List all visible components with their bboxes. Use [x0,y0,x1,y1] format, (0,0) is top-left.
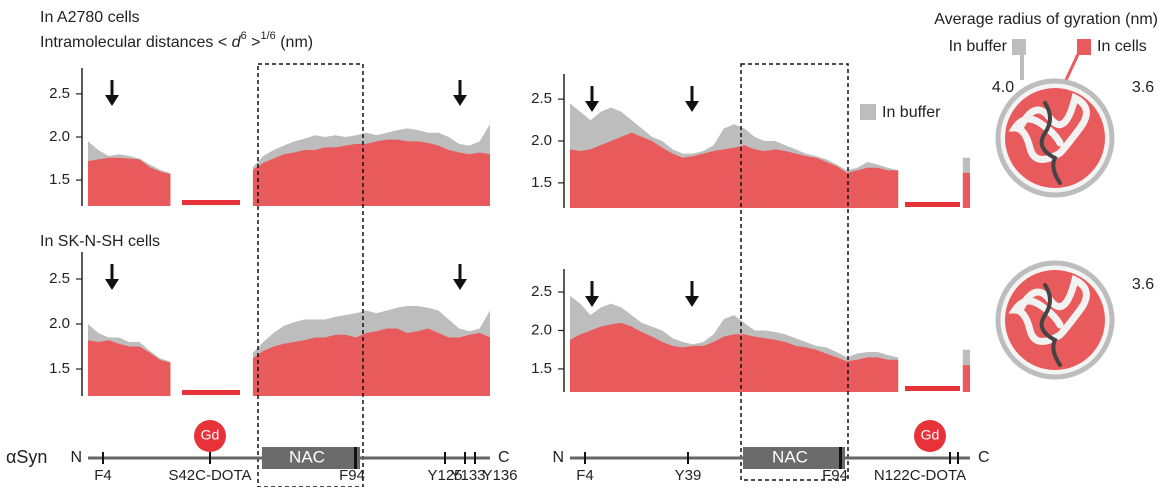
gyration-value: 4.0 [992,79,1014,96]
nac-label: NAC [289,447,325,466]
y-label-part: 1/6 [260,30,275,42]
residue-label: N122C-DOTA [874,467,966,484]
y-tick-label: 2.5 [531,90,552,107]
residue-label: F94 [339,467,365,484]
y-label-part: > [247,34,261,51]
area-cells [570,132,970,208]
y-label-part: Intramolecular distances < [40,34,232,51]
area-cells [88,328,490,396]
nac-edge [839,447,842,469]
area-cells [570,322,970,392]
y-tick-label: 1.5 [531,360,552,377]
gyration-value: 3.6 [1132,276,1154,293]
y-tick-label: 2.5 [531,283,552,300]
gap-bar [905,202,960,207]
y-tick-label: 2.0 [531,132,552,149]
residue-label: F4 [94,467,112,484]
nac-domain [743,447,845,469]
chain-dark [1039,101,1062,185]
y-tick-label: 2.0 [531,321,552,338]
gyration-value: 3.6 [1132,79,1154,96]
y-tick-label: 1.5 [49,171,70,188]
nac-domain [262,447,360,469]
gap-bar [905,386,960,391]
chain-light [1008,92,1090,163]
gap-bar [182,200,240,205]
residue-label: Y133 [450,467,485,484]
y-label-part: (nm) [276,34,313,51]
swatch-cells-stem [1064,49,1082,81]
area-cells [88,139,490,206]
gd-label: Gd [921,427,940,443]
y-label: Intramolecular distances < d6 >1/6 (nm) [40,30,313,51]
protein-label: αSyn [6,447,47,467]
y-tick-label: 1.5 [49,360,70,377]
residue-label: F94 [822,467,848,484]
arrow-head [105,95,119,106]
arrow-head [585,101,599,112]
arrow-head [685,101,699,112]
gyration-cells: In cells [1097,38,1147,55]
residue-label: Y39 [675,467,702,484]
gap-bar [182,390,240,395]
y-tick-label: 2.5 [49,270,70,287]
y-tick-label: 2.5 [49,85,70,102]
chain-light [1008,274,1090,345]
y-label-part: d [232,34,242,51]
gyration-buffer: In buffer [949,38,1008,55]
chain-dark [1039,283,1062,367]
arrow-head [585,296,599,307]
y-tick-label: 2.0 [49,315,70,332]
y-label-part: 6 [241,30,247,42]
residue-label: Y125 [427,467,462,484]
nac-highlight [740,63,849,481]
gd-marker [914,420,946,452]
gd-label: Gd [201,427,220,443]
arrow-head [105,279,119,290]
y-tick-label: 2.0 [49,128,70,145]
panel-title: In A2780 cells [40,9,140,26]
residue-label: Y136 [482,467,517,484]
panel-title: In SK-N-SH cells [40,233,160,250]
n-terminus: N [552,449,564,466]
residue-label: F4 [576,467,594,484]
c-terminus: C [498,449,510,466]
gd-marker [194,420,226,452]
arrow-head [453,279,467,290]
nac-label: NAC [772,447,808,466]
arrow-head [453,95,467,106]
arrow-head [685,296,699,307]
y-tick-label: 1.5 [531,174,552,191]
legend-label: In buffer [882,104,941,121]
residue-label: S42C-DOTA [168,467,251,484]
gyration-title: Average radius of gyration (nm) [934,11,1158,28]
n-terminus: N [70,449,82,466]
nac-edge [354,447,357,469]
legend-swatch [860,104,876,120]
c-terminus: C [978,449,990,466]
nac-highlight [257,63,364,488]
